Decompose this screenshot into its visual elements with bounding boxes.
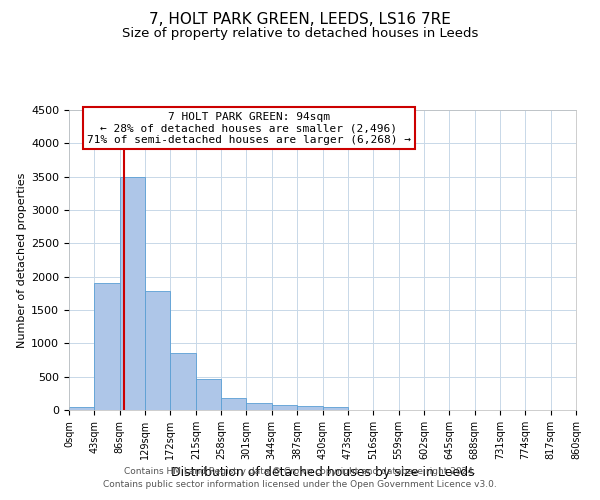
Bar [119, 176, 145, 410]
Bar [272, 406, 297, 410]
Bar [170, 354, 196, 410]
X-axis label: Distribution of detached houses by size in Leeds: Distribution of detached houses by size … [170, 466, 475, 479]
Text: 7, HOLT PARK GREEN, LEEDS, LS16 7RE: 7, HOLT PARK GREEN, LEEDS, LS16 7RE [149, 12, 451, 28]
Text: Contains public sector information licensed under the Open Government Licence v3: Contains public sector information licen… [103, 480, 497, 489]
Text: Size of property relative to detached houses in Leeds: Size of property relative to detached ho… [122, 28, 478, 40]
Text: Contains HM Land Registry data © Crown copyright and database right 2024.: Contains HM Land Registry data © Crown c… [124, 468, 476, 476]
Bar [247, 404, 272, 410]
Bar [196, 380, 221, 410]
Text: 7 HOLT PARK GREEN: 94sqm
← 28% of detached houses are smaller (2,496)
71% of sem: 7 HOLT PARK GREEN: 94sqm ← 28% of detach… [87, 112, 411, 144]
Bar [297, 406, 323, 410]
Bar [221, 398, 247, 410]
Y-axis label: Number of detached properties: Number of detached properties [17, 172, 27, 348]
Bar [323, 408, 348, 410]
Bar [69, 408, 94, 410]
Bar [94, 284, 119, 410]
Bar [145, 292, 170, 410]
